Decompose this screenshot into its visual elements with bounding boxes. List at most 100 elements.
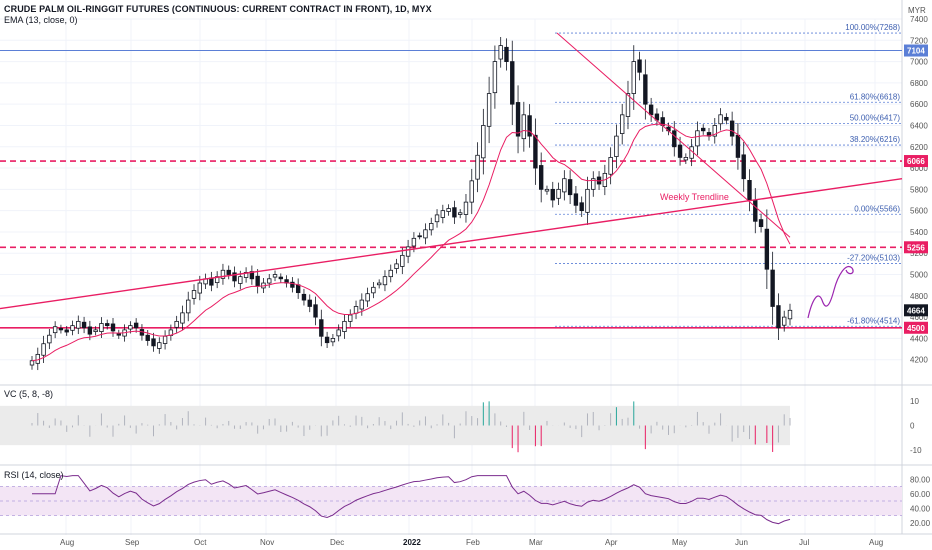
candle-body: [330, 338, 336, 343]
candle-body: [145, 334, 150, 341]
level-price-badge: [904, 44, 928, 57]
candle-body: [307, 299, 312, 307]
candle-body: [614, 135, 619, 157]
time-tick-label: Nov: [260, 538, 274, 547]
candle-body: [394, 263, 399, 269]
candle-body: [64, 329, 69, 333]
time-tick-label: Sep: [125, 538, 140, 547]
candle-body: [324, 336, 330, 344]
candle-body: [267, 278, 272, 284]
candle-body: [521, 114, 527, 140]
time-tick-label: Jul: [799, 538, 809, 547]
candle-body: [724, 116, 729, 121]
vc-tick-label: -10: [910, 446, 922, 455]
candle-body: [41, 343, 46, 356]
price-tick-label: 6600: [910, 100, 928, 109]
candle-body: [515, 102, 521, 137]
candle-body: [648, 104, 654, 116]
price-tick-label: 4600: [910, 313, 928, 322]
candle-body: [770, 269, 775, 307]
candle-body: [191, 290, 197, 299]
fib-level-label: 0.00%(5566): [854, 204, 900, 213]
candle-body: [677, 144, 683, 158]
rsi-indicator-label[interactable]: RSI (14, close): [4, 470, 64, 480]
candle-body: [631, 61, 636, 94]
candle-body: [197, 282, 202, 294]
price-tick-label: 7000: [910, 58, 928, 67]
last-price-label: 4664: [907, 306, 925, 315]
candle-body: [319, 319, 324, 337]
candle-body: [434, 214, 440, 223]
candle-body: [620, 114, 625, 134]
level-price-badge: [904, 321, 928, 334]
candle-body: [76, 320, 81, 329]
rsi-tick-label: 40.00: [910, 504, 931, 513]
price-tick-label: 5400: [910, 228, 928, 237]
price-tick-label: 4200: [910, 356, 928, 365]
fib-level-label: 50.00%(6417): [850, 114, 901, 123]
time-tick-label: Aug: [869, 538, 883, 547]
candle-body: [81, 321, 87, 329]
candle-body: [782, 316, 787, 326]
downtrend-line: [556, 32, 791, 238]
ema-line: [31, 123, 791, 362]
candle-body: [336, 329, 341, 337]
fib-level-label: 100.00%(7268): [845, 23, 900, 32]
candle-body: [510, 61, 515, 105]
candle-body: [365, 293, 370, 302]
candle-body: [498, 45, 503, 60]
candle-body: [29, 360, 35, 366]
candle-body: [243, 271, 249, 278]
candle-body: [429, 223, 434, 231]
candle-body: [735, 134, 741, 158]
candle-body: [295, 284, 301, 294]
price-tick-label: 5200: [910, 249, 928, 258]
candle-body: [417, 235, 422, 238]
candle-body: [353, 306, 359, 314]
candle-body: [776, 305, 781, 329]
time-tick-label: Jun: [735, 538, 748, 547]
ema-indicator-label[interactable]: EMA (13, close, 0): [4, 15, 78, 25]
rsi-tick-label: 20.00: [910, 519, 931, 528]
candle-body: [538, 165, 544, 190]
vc-indicator-label[interactable]: VC (5, 8, -8): [4, 389, 54, 399]
chart-title: CRUDE PALM OIL-RINGGIT FUTURES (CONTINUO…: [4, 4, 432, 14]
candle-body: [440, 210, 446, 218]
level-price-label: 5256: [907, 243, 925, 252]
price-tick-label: 4800: [910, 292, 928, 301]
trendline-annotation: Weekly Trendline: [660, 192, 729, 202]
candle-body: [133, 322, 139, 329]
price-tick-label: 4400: [910, 334, 928, 343]
candle-body: [787, 309, 793, 320]
candle-body: [87, 326, 93, 335]
candle-body: [376, 282, 382, 286]
candle-body: [162, 335, 168, 344]
currency-label: MYR: [908, 6, 926, 15]
candle-body: [342, 320, 347, 332]
time-tick-label: Apr: [605, 538, 618, 547]
candle-body: [672, 130, 677, 148]
candle-body: [463, 201, 469, 215]
candle-body: [701, 127, 706, 132]
candle-body: [567, 179, 573, 196]
fib-level-label: 38.20%(6216): [850, 135, 901, 144]
candle-body: [400, 254, 405, 267]
candle-body: [764, 228, 770, 270]
candle-body: [758, 219, 764, 228]
level-price-badge: [904, 155, 928, 168]
time-tick-label: Feb: [466, 538, 480, 547]
candle-body: [220, 269, 226, 279]
candle-body: [637, 59, 642, 73]
candle-body: [47, 334, 52, 344]
vc-tick-label: 10: [910, 397, 919, 406]
candle-body: [544, 188, 550, 192]
candle-body: [579, 202, 584, 212]
candle-body: [70, 325, 75, 331]
rsi-tick-label: 60.00: [910, 490, 931, 499]
candle-body: [411, 237, 417, 247]
price-tick-label: 6200: [910, 143, 928, 152]
price-tick-label: 6000: [910, 164, 928, 173]
candle-body: [753, 199, 758, 222]
time-tick-label: Mar: [529, 538, 543, 547]
